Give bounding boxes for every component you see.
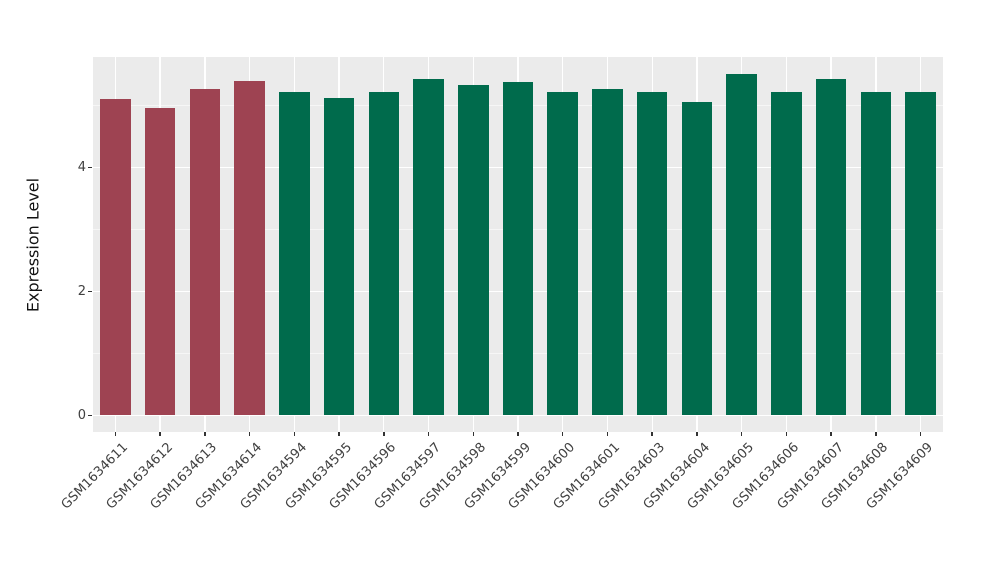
- x-tick-mark: [561, 432, 564, 436]
- y-tick-label: 4: [77, 159, 86, 175]
- bar-GSM1634604: [681, 102, 713, 416]
- bar-GSM1634595: [323, 98, 355, 416]
- x-tick-mark: [875, 432, 877, 436]
- x-tick-mark: [248, 432, 251, 436]
- x-tick-mark: [383, 432, 385, 436]
- x-tick-mark: [919, 432, 922, 436]
- plot-panel: [93, 57, 943, 432]
- bar-GSM1634597: [413, 78, 444, 416]
- y-axis-title: Expression Level: [23, 177, 43, 312]
- bar-GSM1634598: [458, 85, 489, 416]
- bar-GSM1634594: [279, 92, 310, 416]
- bar-GSM1634608: [860, 92, 892, 416]
- bar-GSM1634605: [726, 73, 757, 416]
- x-tick-mark: [114, 432, 117, 436]
- x-tick-mark: [740, 432, 743, 436]
- x-tick-mark: [472, 432, 474, 436]
- x-tick-mark: [651, 432, 653, 436]
- bar-GSM1634612: [144, 107, 176, 416]
- bar-GSM1634609: [905, 92, 936, 416]
- x-tick-mark: [338, 432, 340, 436]
- x-tick-mark: [427, 432, 430, 436]
- x-tick-mark: [606, 432, 609, 436]
- bar-GSM1634611: [100, 99, 131, 416]
- y-tick-mark: [88, 290, 92, 293]
- bar-GSM1634607: [815, 79, 847, 416]
- x-tick-mark: [830, 432, 832, 436]
- bar-GSM1634606: [771, 92, 802, 416]
- bar-GSM1634614: [234, 80, 265, 416]
- x-tick-mark: [293, 432, 296, 436]
- x-tick-mark: [204, 432, 206, 436]
- bar-GSM1634600: [547, 92, 578, 416]
- x-tick-mark: [785, 432, 788, 436]
- bar-GSM1634599: [502, 81, 534, 416]
- bar-GSM1634601: [592, 88, 623, 416]
- x-tick-mark: [159, 432, 161, 436]
- x-tick-mark: [696, 432, 698, 436]
- x-tick-mark: [517, 432, 519, 436]
- y-tick-label: 2: [77, 283, 86, 299]
- bar-GSM1634603: [636, 92, 668, 416]
- y-tick-label: 0: [77, 407, 86, 423]
- bar-GSM1634613: [189, 88, 221, 416]
- bar-GSM1634596: [368, 92, 400, 416]
- y-tick-mark: [88, 414, 92, 417]
- y-tick-mark: [88, 166, 92, 169]
